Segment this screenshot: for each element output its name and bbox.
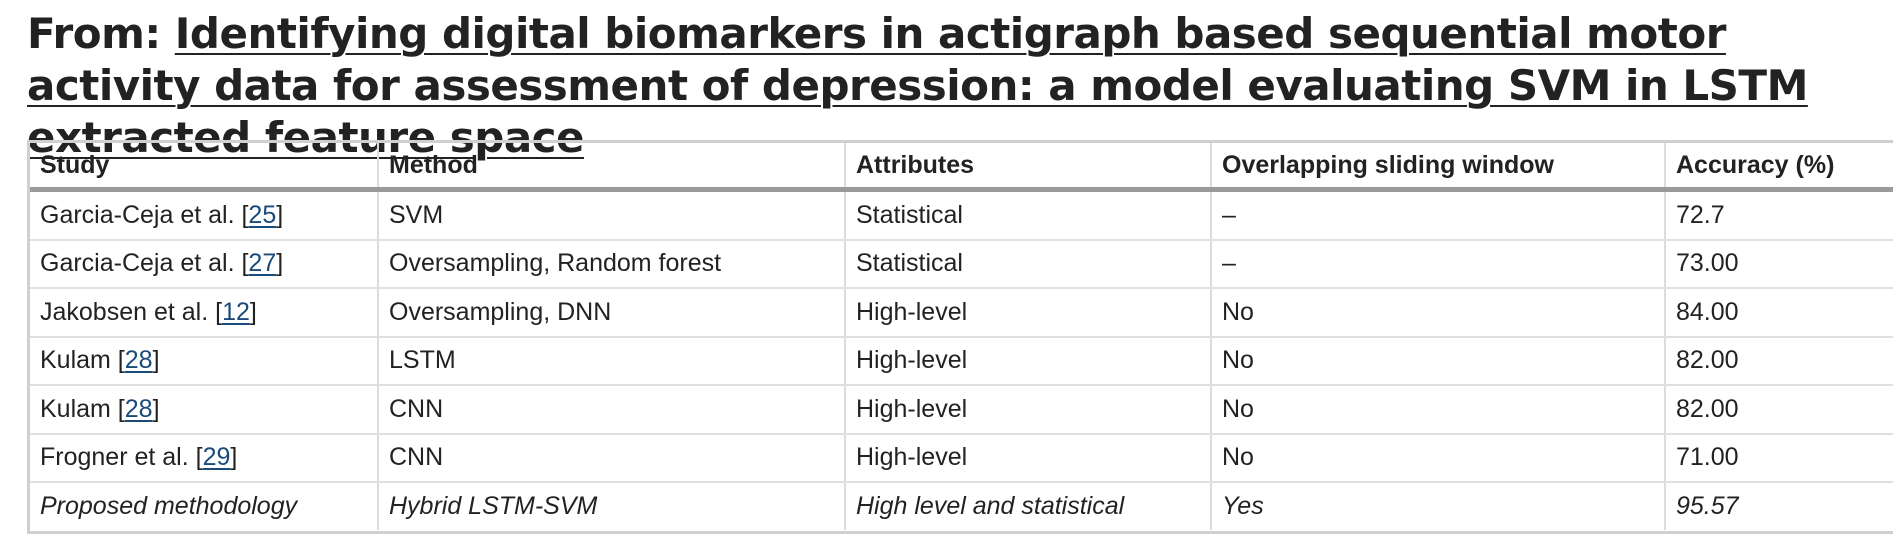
column-header-attributes: Attributes <box>845 143 1212 192</box>
study-name: Jakobsen et al. [ <box>40 297 223 326</box>
cell-accuracy: 82.00 <box>1665 336 1893 386</box>
study-name: Garcia-Ceja et al. [ <box>40 249 249 278</box>
table-header-row: Study Method Attributes Overlapping slid… <box>30 143 1893 192</box>
column-header-method: Method <box>378 143 846 192</box>
cell-method: SVM <box>378 189 846 241</box>
page-title: From: Identifying digital biomarkers in … <box>27 8 1877 164</box>
cell-overlap: No <box>1211 288 1666 338</box>
cell-overlap: – <box>1211 189 1666 241</box>
cell-accuracy: 84.00 <box>1665 288 1893 338</box>
cell-accuracy: 95.57 <box>1665 482 1893 530</box>
reference-link[interactable]: 29 <box>202 443 231 472</box>
cell-method: CNN <box>378 433 846 483</box>
reference-link[interactable]: 28 <box>124 346 153 375</box>
reference-link[interactable]: 12 <box>222 297 250 326</box>
cell-study: Garcia-Ceja et al. [27] <box>30 239 379 289</box>
reference-bracket: ] <box>152 346 160 375</box>
cell-overlap: Yes <box>1211 482 1666 530</box>
column-header-study: Study <box>30 143 379 192</box>
cell-overlap: No <box>1211 336 1666 386</box>
article-title-link[interactable]: Identifying digital biomarkers in actigr… <box>27 9 1808 162</box>
column-header-accuracy: Accuracy (%) <box>1665 143 1893 192</box>
cell-attributes: High-level <box>845 336 1212 386</box>
table-row: Kulam [28] CNN High-level No 82.00 <box>30 385 1893 435</box>
cell-accuracy: 71.00 <box>1665 433 1893 483</box>
reference-bracket: ] <box>249 297 257 326</box>
reference-bracket: ] <box>276 249 284 278</box>
comparison-table-container[interactable]: Study Method Attributes Overlapping slid… <box>27 140 1893 534</box>
reference-bracket: ] <box>230 443 238 472</box>
study-name: Garcia-Ceja et al. [ <box>40 200 249 229</box>
cell-study: Garcia-Ceja et al. [25] <box>30 189 379 241</box>
cell-attributes: High-level <box>845 385 1212 435</box>
comparison-table: Study Method Attributes Overlapping slid… <box>30 143 1893 530</box>
cell-attributes: Statistical <box>845 189 1212 241</box>
table-row: Garcia-Ceja et al. [27] Oversampling, Ran… <box>30 239 1893 289</box>
study-name: Kulam [ <box>40 394 125 423</box>
table-row: Jakobsen et al. [12] Oversampling, DNN Hig… <box>30 288 1893 338</box>
cell-accuracy: 73.00 <box>1665 239 1893 289</box>
reference-link[interactable]: 28 <box>124 394 153 423</box>
cell-accuracy: 82.00 <box>1665 385 1893 435</box>
cell-attributes: High level and statistical <box>845 482 1212 530</box>
reference-link[interactable]: 27 <box>248 249 277 278</box>
study-name: Proposed methodology <box>40 491 298 520</box>
reference-bracket: ] <box>276 200 284 229</box>
study-name: Kulam [ <box>40 346 125 375</box>
study-name: Frogner et al. [ <box>40 443 203 472</box>
cell-study: Kulam [28] <box>30 336 379 386</box>
cell-study: Frogner et al. [29] <box>30 433 379 483</box>
cell-method: Hybrid LSTM-SVM <box>378 482 846 530</box>
table-row: Frogner et al. [29] CNN High-level No 71.00 <box>30 433 1893 483</box>
cell-attributes: Statistical <box>845 239 1212 289</box>
cell-method: Oversampling, DNN <box>378 288 846 338</box>
reference-bracket: ] <box>152 394 160 423</box>
table-row: Garcia-Ceja et al. [25] SVM Statistical –72… <box>30 189 1893 241</box>
cell-study: Kulam [28] <box>30 385 379 435</box>
cell-overlap: No <box>1211 385 1666 435</box>
cell-method: CNN <box>378 385 846 435</box>
table-row: Proposed methodology Hybrid LSTM-SVM High … <box>30 482 1893 530</box>
cell-accuracy: 72.7 <box>1665 189 1893 241</box>
reference-link[interactable]: 25 <box>248 200 277 229</box>
title-prefix: From: <box>27 9 175 58</box>
cell-method: LSTM <box>378 336 846 386</box>
column-header-overlap: Overlapping sliding window <box>1211 143 1666 192</box>
cell-study: Jakobsen et al. [12] <box>30 288 379 338</box>
table-row: Kulam [28] LSTM High-level No 82.00 <box>30 336 1893 386</box>
cell-attributes: High-level <box>845 433 1212 483</box>
cell-overlap: – <box>1211 239 1666 289</box>
cell-overlap: No <box>1211 433 1666 483</box>
cell-method: Oversampling, Random forest <box>378 239 846 289</box>
cell-attributes: High-level <box>845 288 1212 338</box>
cell-study: Proposed methodology <box>30 482 379 530</box>
